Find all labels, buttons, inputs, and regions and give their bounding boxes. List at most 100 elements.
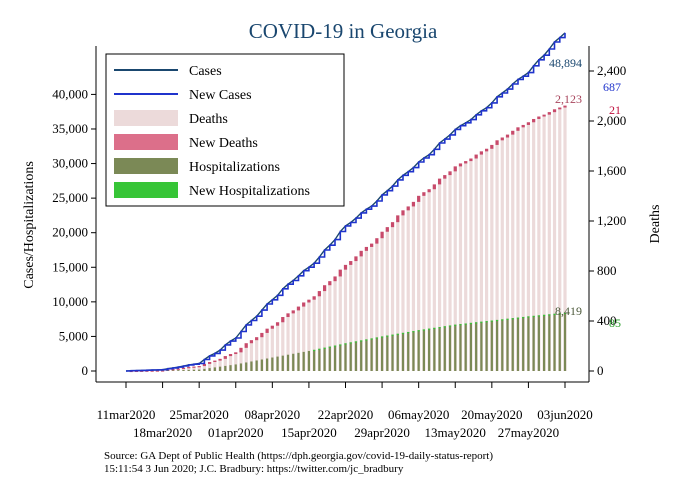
deaths-bar	[516, 127, 520, 371]
new-hospitalizations-bar	[428, 328, 431, 330]
legend-label: Cases	[189, 64, 222, 79]
new-deaths-bar	[511, 130, 515, 135]
x-tick-label-lower: 18mar2020	[133, 425, 192, 440]
deaths-bar	[532, 118, 536, 371]
hospitalizations-bar	[250, 361, 253, 371]
deaths-bar	[563, 105, 567, 371]
new-deaths-bar	[187, 367, 191, 369]
new-hospitalizations-bar	[344, 343, 347, 345]
new-deaths-bar	[275, 322, 280, 326]
legend-label: New Deaths	[189, 136, 258, 151]
hospitalizations-bar	[522, 316, 525, 371]
deaths-bar	[234, 352, 238, 371]
deaths-bar	[322, 285, 327, 371]
deaths-bar	[244, 343, 248, 371]
y-right-tick-label: 1,600	[597, 163, 626, 178]
deaths-bar	[249, 340, 254, 371]
deaths-bar	[505, 134, 510, 371]
deaths-bar	[312, 296, 316, 371]
hospitalizations-bar	[302, 351, 305, 371]
y-axis-right-label: Deaths	[648, 205, 663, 244]
hospitalizations-bar	[464, 323, 467, 371]
legend-item-cases: Cases	[114, 64, 222, 79]
hospitalizations-bar	[511, 318, 514, 371]
deaths-bar	[364, 246, 369, 371]
deaths-bar	[208, 361, 212, 371]
new-deaths-bar	[432, 184, 436, 190]
deaths-bar	[349, 261, 353, 371]
endpoint-annotations: 48,894 687 2,123 21 8,419 85	[549, 56, 621, 330]
hospitalizations-bar	[239, 363, 243, 371]
new-deaths-bar	[448, 171, 452, 176]
deaths-bar	[458, 163, 463, 371]
hospitalizations-bar	[333, 345, 337, 371]
legend-label: New Cases	[189, 88, 252, 103]
deaths-bar	[328, 281, 332, 371]
new-deaths-bar	[150, 370, 154, 372]
hospitalizations-bar	[229, 365, 232, 371]
new-deaths-bar	[437, 178, 442, 185]
deaths-bar	[255, 337, 259, 371]
x-tick-label-upper: 22apr2020	[318, 407, 374, 422]
y-right-tick-label: 2,000	[597, 113, 626, 128]
x-tick-label-upper: 03jun2020	[537, 407, 593, 422]
deaths-bar	[390, 222, 395, 371]
deaths-bar	[537, 116, 541, 371]
hospitalizations-bar	[480, 321, 483, 371]
new-deaths-bar	[244, 343, 248, 348]
annotation-hosp-last: 8,419	[555, 304, 582, 318]
deaths-bar	[526, 122, 531, 371]
deaths-bar	[401, 210, 405, 371]
hospitalizations-bar	[260, 359, 263, 371]
new-deaths-bar	[385, 227, 389, 232]
new-hospitalizations-bar	[501, 319, 504, 321]
x-tick-label-upper: 11mar2020	[97, 407, 156, 422]
deaths-bar	[291, 310, 295, 371]
new-deaths-bar	[291, 310, 295, 314]
legend-swatch	[114, 182, 178, 198]
hospitalizations-bar	[182, 370, 185, 371]
hospitalizations-bar	[428, 328, 431, 371]
deaths-bar	[286, 313, 290, 371]
deaths-bar	[474, 154, 478, 371]
new-deaths-bar	[270, 325, 274, 329]
new-hospitalizations-bar	[563, 312, 567, 314]
new-deaths-bar	[390, 222, 395, 228]
hospitalizations-bar	[177, 370, 180, 371]
new-deaths-bar	[474, 154, 478, 159]
new-deaths-bar	[464, 161, 468, 164]
new-hospitalizations-bar	[417, 330, 420, 332]
new-deaths-bar	[563, 105, 567, 108]
deaths-bar	[469, 158, 473, 371]
line-layer	[125, 32, 566, 372]
new-deaths-bar	[375, 238, 379, 244]
deaths-bar	[296, 306, 301, 371]
legend-item-hospitalizations: Hospitalizations	[114, 158, 280, 175]
new-hospitalizations-bar	[475, 322, 478, 324]
new-deaths-bar	[223, 356, 227, 359]
new-deaths-bar	[197, 366, 201, 368]
deaths-bar	[385, 227, 389, 371]
new-deaths-bar	[249, 340, 254, 344]
new-deaths-bar	[155, 370, 159, 372]
deaths-bar	[453, 166, 457, 371]
new-deaths-bar	[532, 118, 536, 123]
new-deaths-bar	[495, 140, 499, 145]
y-left-tick-label: 35,000	[52, 121, 88, 136]
new-hospitalizations-bar	[333, 345, 337, 347]
new-hospitalizations-bar	[454, 324, 457, 326]
new-deaths-bar	[286, 313, 290, 318]
deaths-bar	[558, 107, 562, 371]
new-hospitalizations-bar	[495, 319, 499, 322]
hospitalizations-bar	[558, 313, 561, 371]
deaths-bar	[542, 114, 546, 371]
hospitalizations-bar	[448, 325, 452, 371]
y-axis-left-label: Cases/Hospitalizations	[22, 161, 37, 289]
hospitalizations-bar	[203, 368, 206, 371]
deaths-bar	[370, 243, 374, 371]
x-tick-label-lower: 01apr2020	[208, 425, 264, 440]
annotation-new-cases-last: 687	[603, 80, 621, 94]
y-right-tick-label: 2,400	[597, 63, 626, 78]
deaths-bar	[202, 363, 206, 371]
